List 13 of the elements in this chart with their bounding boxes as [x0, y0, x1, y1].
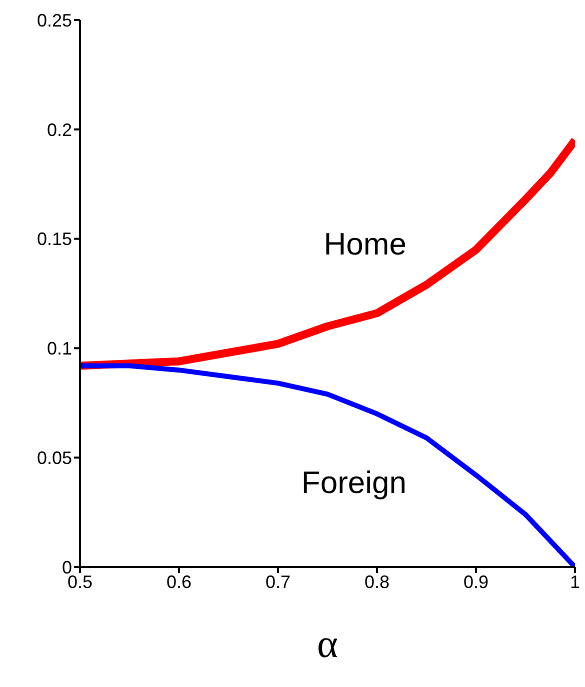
y-tick-label: 0.05	[36, 448, 72, 468]
series-label: Home	[324, 226, 406, 262]
x-axis-title: α	[317, 621, 338, 666]
x-tick-label: 0.8	[364, 572, 390, 592]
y-tick-label: 0.15	[36, 229, 72, 250]
series-label: Foreign	[301, 464, 406, 500]
x-tick-label: 0.9	[463, 572, 489, 592]
x-tick-label: 0.6	[166, 572, 192, 592]
y-tick-label: 0.1	[46, 338, 72, 359]
x-tick-label: 1	[570, 572, 580, 592]
y-tick-label: 0.25	[36, 10, 72, 30]
x-tick-label: 0.7	[265, 572, 291, 592]
y-tick-label: 0.2	[46, 120, 72, 140]
